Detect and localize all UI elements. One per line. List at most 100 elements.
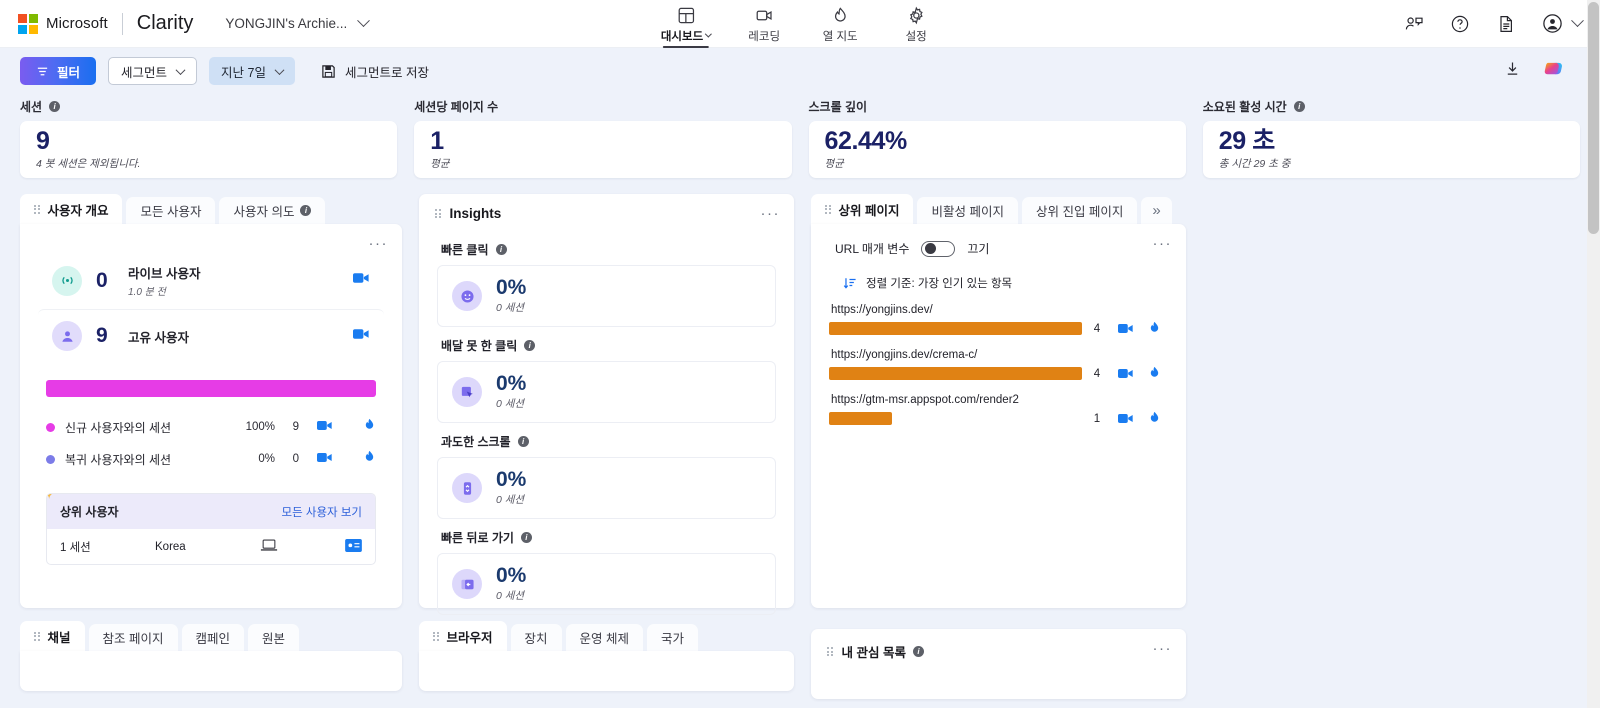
nav-item-heatmaps[interactable]: 열 지도 — [817, 6, 863, 48]
account-menu[interactable] — [1542, 13, 1584, 34]
legend-count-new-users: 9 — [292, 421, 299, 433]
tab-os[interactable]: 운영 체제 — [565, 624, 644, 651]
insight-rage-click-card[interactable]: 0% 0 세션 — [437, 265, 776, 328]
top-page-row[interactable]: https://gtm-msr.appspot.com/render2 1 — [829, 394, 1168, 426]
help-icon[interactable] — [1450, 14, 1470, 34]
nav-item-dashboard[interactable]: 대시보드 — [661, 6, 713, 48]
tab-referrers[interactable]: 참조 페이지 — [88, 624, 178, 651]
legend-label-returning-users: 복귀 사용자와의 세션 — [65, 452, 172, 467]
top-page-row[interactable]: https://yongjins.dev/4 — [829, 304, 1168, 336]
browser-body — [419, 651, 794, 691]
panel-more-options[interactable]: ··· — [1152, 235, 1172, 252]
heatmap-icon[interactable] — [1140, 366, 1168, 381]
excessive-scroll-icon — [452, 473, 482, 504]
filter-button[interactable]: 필터 — [20, 57, 97, 85]
url-parameters-label: URL 매개 변수 — [835, 242, 910, 256]
sort-label: 정렬 기준: 가장 인기 있는 항목 — [866, 278, 1013, 290]
info-icon[interactable]: i — [520, 532, 532, 544]
play-recordings-icon[interactable] — [317, 419, 333, 435]
info-icon[interactable]: i — [912, 646, 924, 657]
invite-user-icon[interactable] — [1404, 14, 1424, 34]
play-recordings-icon[interactable] — [1112, 412, 1140, 425]
info-icon[interactable]: i — [517, 436, 529, 448]
tab-inactive-pages[interactable]: 비활성 페이지 — [917, 197, 1018, 224]
info-icon[interactable]: i — [524, 340, 536, 352]
nav-item-settings[interactable]: 설정 — [893, 6, 939, 48]
play-recordings-icon[interactable] — [353, 271, 370, 290]
play-recordings-icon[interactable] — [1112, 367, 1140, 380]
download-icon[interactable] — [1504, 60, 1521, 82]
insight-excessive-scroll-card[interactable]: 0% 0 세션 — [437, 457, 776, 520]
live-users-row[interactable]: 0 라이브 사용자 1.0 분 전 — [38, 252, 384, 309]
tab-user-overview[interactable]: 사용자 개요 — [20, 194, 123, 224]
drag-handle-icon[interactable] — [435, 209, 441, 218]
panel-more-options[interactable]: ··· — [760, 205, 780, 222]
tab-channels[interactable]: 채널 — [20, 621, 85, 651]
insight-quick-back-card[interactable]: 0% 0 세션 — [437, 553, 776, 616]
play-recordings-icon[interactable] — [353, 327, 370, 346]
kpi-scroll-depth: 스크롤 깊이 62.44% 평균 — [808, 98, 1186, 178]
panel-more-options[interactable]: ··· — [1152, 640, 1172, 657]
tab-sources[interactable]: 원본 — [248, 624, 300, 651]
play-recordings-icon[interactable] — [317, 451, 333, 467]
drag-handle-icon[interactable] — [827, 647, 833, 656]
tab-overflow-button[interactable]: » — [1141, 197, 1172, 224]
main-nav: 대시보드 레코딩 열 지도 설정 — [661, 0, 939, 48]
drag-handle-icon[interactable] — [34, 631, 40, 641]
table-row[interactable]: 1 세션 Korea — [47, 529, 375, 564]
insight-dead-click-card[interactable]: 0% 0 세션 — [437, 361, 776, 424]
drag-handle-icon[interactable] — [825, 204, 831, 214]
tab-device[interactable]: 장치 — [510, 624, 562, 651]
unique-users-row[interactable]: 9 고유 사용자 — [38, 309, 384, 362]
heatmap-icon[interactable] — [363, 418, 376, 436]
tab-user-intent[interactable]: 사용자 의도 i — [219, 197, 326, 224]
save-disk-icon — [322, 64, 335, 78]
tab-top-pages[interactable]: 상위 페이지 — [811, 194, 914, 224]
insight-excessive-scroll-title: 과도한 스크롤 — [441, 435, 511, 450]
insights-body: ··· Insights 빠른 클릭 i 0% 0 세션 — [419, 194, 794, 616]
drag-handle-icon[interactable] — [433, 631, 439, 641]
panel-more-options[interactable]: ··· — [368, 235, 388, 252]
top-page-bar — [829, 367, 1082, 380]
heatmap-icon[interactable] — [1140, 321, 1168, 336]
tab-all-users[interactable]: 모든 사용자 — [126, 197, 216, 224]
page-scrollbar[interactable] — [1587, 0, 1600, 708]
info-icon[interactable]: i — [300, 205, 312, 216]
document-icon[interactable] — [1496, 14, 1516, 34]
info-icon[interactable]: i — [1293, 101, 1305, 112]
tab-country[interactable]: 국가 — [647, 624, 699, 651]
nav-item-recordings[interactable]: 레코딩 — [741, 6, 787, 48]
date-range-dropdown[interactable]: 지난 7일 — [209, 57, 295, 85]
url-parameters-toggle[interactable] — [921, 240, 956, 257]
info-icon[interactable]: i — [495, 244, 507, 255]
person-icon — [52, 321, 82, 351]
scrollbar-thumb[interactable] — [1588, 2, 1599, 234]
view-all-users-link[interactable]: 모든 사용자 보기 — [281, 506, 362, 519]
session-composition-bar — [46, 380, 376, 397]
chevron-down-icon — [175, 64, 186, 75]
tab-browser[interactable]: 브라우저 — [419, 621, 507, 651]
top-page-row[interactable]: https://yongjins.dev/crema-c/4 — [829, 349, 1168, 381]
tab-campaigns[interactable]: 캠페인 — [181, 624, 245, 651]
tab-channels-label: 채널 — [47, 630, 71, 645]
heatmap-icon[interactable] — [363, 450, 376, 468]
microsoft-logo-icon — [18, 13, 38, 34]
drag-handle-icon[interactable] — [34, 204, 40, 214]
info-icon[interactable]: i — [49, 101, 61, 112]
tab-top-pages-label: 상위 페이지 — [838, 203, 900, 218]
tab-top-entry-pages[interactable]: 상위 진입 페이지 — [1021, 197, 1138, 224]
save-as-segment-button[interactable]: 세그먼트로 저장 — [321, 62, 429, 81]
id-card-icon[interactable] — [345, 538, 362, 555]
copilot-icon[interactable] — [1543, 58, 1564, 84]
legend-color-dot — [46, 454, 55, 464]
project-selector-label: YONGJIN's Archie... — [225, 16, 348, 31]
project-selector[interactable]: YONGJIN's Archie... — [225, 14, 371, 31]
heatmap-icon[interactable] — [1140, 411, 1168, 426]
play-recordings-icon[interactable] — [1112, 322, 1140, 335]
filter-icon — [37, 67, 48, 75]
segment-dropdown[interactable]: 세그먼트 — [108, 57, 198, 85]
dashboard-grid: 사용자 개요 모든 사용자 사용자 의도 i ··· — [0, 178, 1600, 616]
tab-os-label: 운영 체제 — [579, 632, 630, 646]
legend-count-returning-users: 0 — [292, 453, 299, 465]
sort-control[interactable]: 정렬 기준: 가장 인기 있는 항목 — [843, 275, 1168, 291]
